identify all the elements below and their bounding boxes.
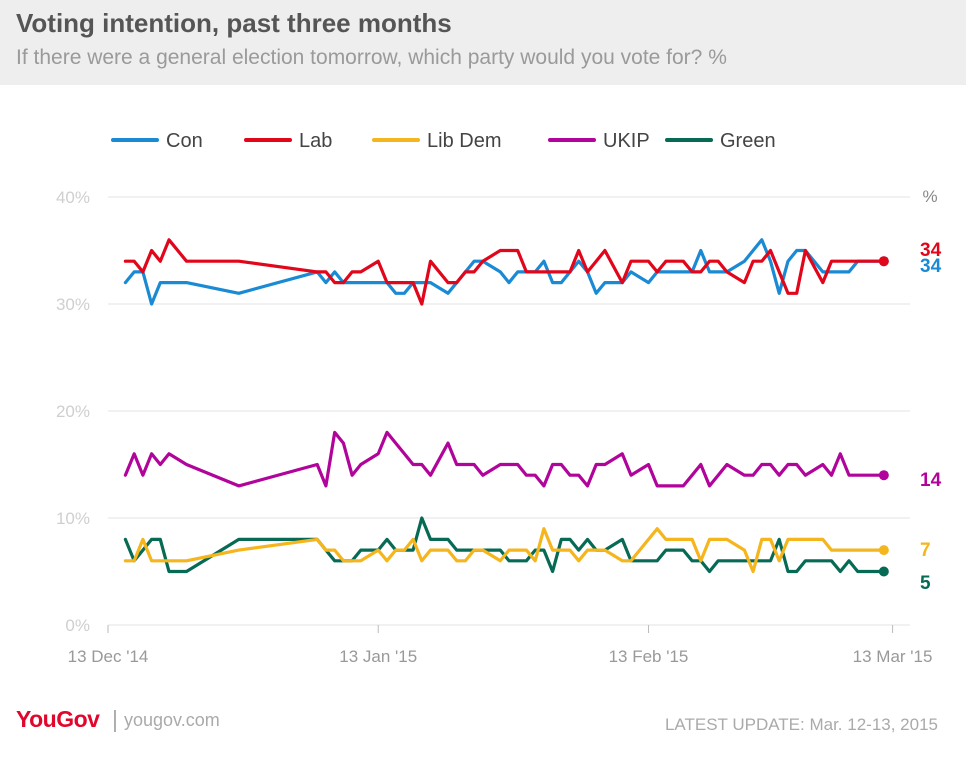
end-label-lib-dem: 7	[920, 540, 931, 561]
end-marker-ukip	[878, 470, 889, 481]
end-label-lab: 34	[920, 240, 942, 261]
y-tick-label: 40%	[56, 188, 90, 207]
legend-label-lab: Lab	[299, 130, 332, 152]
series-line-con	[123, 238, 886, 306]
end-label-ukip: 14	[920, 470, 942, 491]
footer-separator: |	[112, 706, 118, 732]
series-line-lib-dem	[123, 527, 886, 574]
footer-site-link[interactable]: yougov.com	[124, 710, 220, 730]
y-axis-unit: %	[922, 187, 937, 206]
y-tick-label: 0%	[65, 616, 90, 635]
end-marker-lib-dem	[878, 545, 889, 556]
header-bar: Voting intention, past three months If t…	[0, 0, 966, 85]
chart-title: Voting intention, past three months	[16, 8, 452, 38]
legend-label-con: Con	[166, 130, 203, 152]
end-marker-lab	[878, 256, 889, 267]
x-tick-label: 13 Dec '14	[68, 647, 149, 666]
series-line-ukip	[123, 430, 886, 488]
end-marker-green	[878, 566, 889, 577]
legend-label-green: Green	[720, 130, 776, 152]
y-tick-label: 20%	[56, 402, 90, 421]
end-label-green: 5	[920, 573, 931, 594]
x-tick-label: 13 Jan '15	[339, 647, 417, 666]
chart-subtitle: If there were a general election tomorro…	[16, 46, 727, 69]
y-tick-label: 30%	[56, 295, 90, 314]
y-tick-label: 10%	[56, 509, 90, 528]
yougov-logo[interactable]: YouGov	[16, 706, 100, 732]
series-line-green	[123, 516, 886, 574]
latest-update: LATEST UPDATE: Mar. 12-13, 2015	[664, 715, 938, 734]
x-tick-label: 13 Mar '15	[853, 647, 933, 666]
end-label-con: 34	[920, 256, 942, 277]
series-line-lab	[123, 238, 886, 306]
legend-label-ukip: UKIP	[603, 130, 650, 152]
legend-label-lib-dem: Lib Dem	[427, 130, 501, 152]
x-tick-label: 13 Feb '15	[609, 647, 689, 666]
